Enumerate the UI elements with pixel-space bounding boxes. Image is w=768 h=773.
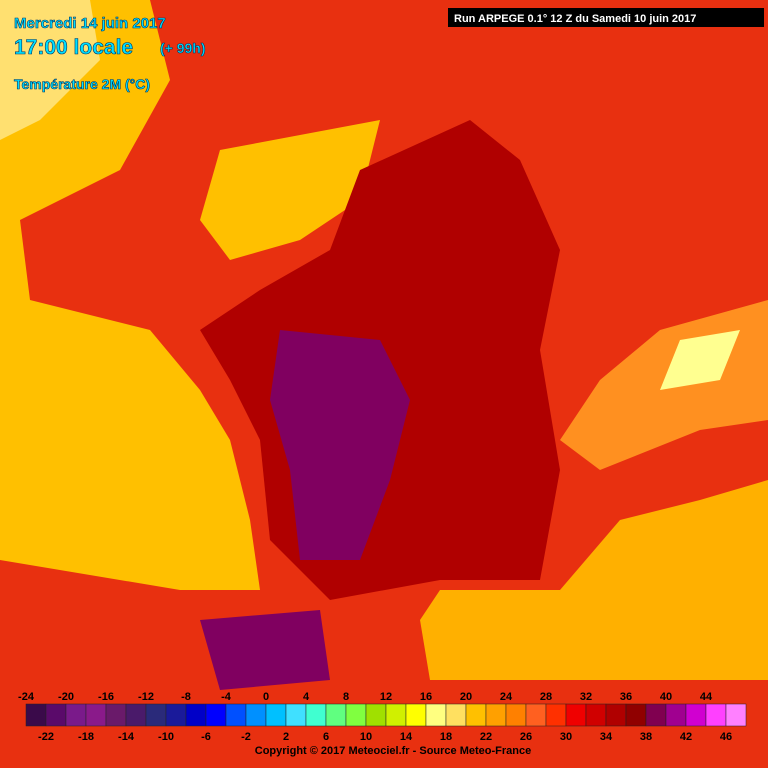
legend-label: -8 <box>181 691 191 703</box>
legend-label: 20 <box>460 691 472 703</box>
legend-label: -10 <box>158 731 174 743</box>
legend-label: -14 <box>118 731 135 743</box>
legend-swatch <box>565 703 587 727</box>
legend-label: 40 <box>660 691 672 703</box>
legend-swatch <box>205 703 227 727</box>
legend-swatch <box>325 703 347 727</box>
legend-swatch <box>545 703 567 727</box>
legend-swatch <box>185 703 207 727</box>
legend-swatch <box>605 703 627 727</box>
legend-swatch <box>245 703 267 727</box>
legend-label: 30 <box>560 731 572 743</box>
legend-swatch <box>25 703 47 727</box>
legend-label: 4 <box>303 691 310 703</box>
legend-swatch <box>225 703 247 727</box>
legend-label: 6 <box>323 731 329 743</box>
legend-label: -16 <box>98 691 114 703</box>
legend-label: 32 <box>580 691 592 703</box>
legend: -24-22-20-18-16-14-12-10-8-6-4-202468101… <box>18 691 747 743</box>
legend-label: 26 <box>520 731 532 743</box>
legend-swatch <box>165 703 187 727</box>
legend-swatch <box>705 703 727 727</box>
legend-label: -2 <box>241 731 251 743</box>
legend-label: 24 <box>500 691 513 703</box>
legend-swatch <box>505 703 527 727</box>
legend-label: 8 <box>343 691 349 703</box>
legend-swatch <box>265 703 287 727</box>
legend-label: 34 <box>600 731 613 743</box>
legend-swatch <box>425 703 447 727</box>
legend-swatch <box>445 703 467 727</box>
legend-label: 0 <box>263 691 269 703</box>
france-hottest <box>270 330 410 560</box>
legend-label: -24 <box>18 691 35 703</box>
legend-swatch <box>385 703 407 727</box>
legend-swatch <box>405 703 427 727</box>
legend-swatch <box>105 703 127 727</box>
legend-swatch <box>665 703 687 727</box>
time: 17:00 locale <box>14 36 133 59</box>
legend-swatch <box>725 703 747 727</box>
legend-label: 22 <box>480 731 492 743</box>
legend-swatch <box>305 703 327 727</box>
legend-swatch <box>485 703 507 727</box>
legend-swatch <box>645 703 667 727</box>
legend-swatch <box>585 703 607 727</box>
legend-swatch <box>365 703 387 727</box>
mediterranean-sea <box>420 480 768 680</box>
lead-time: (+ 99h) <box>160 40 206 56</box>
alps-cool <box>660 330 740 390</box>
legend-swatch <box>465 703 487 727</box>
legend-swatch <box>45 703 67 727</box>
legend-label: -20 <box>58 691 74 703</box>
atlantic-cool <box>0 0 100 140</box>
legend-label: 14 <box>400 731 413 743</box>
legend-label: 12 <box>380 691 392 703</box>
legend-label: 16 <box>420 691 432 703</box>
legend-swatch <box>625 703 647 727</box>
legend-swatch <box>685 703 707 727</box>
legend-label: 2 <box>283 731 289 743</box>
legend-label: 36 <box>620 691 632 703</box>
atlantic-sea <box>0 0 260 590</box>
legend-label: -4 <box>221 691 232 703</box>
legend-label: 44 <box>700 691 713 703</box>
run-box <box>448 8 764 27</box>
legend-label: 46 <box>720 731 732 743</box>
field-name: Température 2M (°C) <box>14 76 150 92</box>
run-info: Run ARPEGE 0.1° 12 Z du Samedi 10 juin 2… <box>454 13 696 25</box>
legend-swatch <box>125 703 147 727</box>
legend-swatch <box>345 703 367 727</box>
legend-label: -18 <box>78 731 94 743</box>
spain-hottest <box>200 610 330 690</box>
legend-label: -6 <box>201 731 211 743</box>
legend-label: 18 <box>440 731 452 743</box>
legend-label: -12 <box>138 691 154 703</box>
date: Mercredi 14 juin 2017 <box>14 15 166 32</box>
legend-label: 38 <box>640 731 652 743</box>
channel-sea <box>200 120 380 260</box>
legend-label: 10 <box>360 731 372 743</box>
legend-label: 28 <box>540 691 552 703</box>
legend-swatch <box>85 703 107 727</box>
copyright: Copyright © 2017 Meteociel.fr - Source M… <box>255 745 531 757</box>
legend-swatch <box>65 703 87 727</box>
legend-swatch <box>145 703 167 727</box>
legend-label: 42 <box>680 731 692 743</box>
legend-label: -22 <box>38 731 54 743</box>
legend-swatch <box>285 703 307 727</box>
legend-swatch <box>525 703 547 727</box>
